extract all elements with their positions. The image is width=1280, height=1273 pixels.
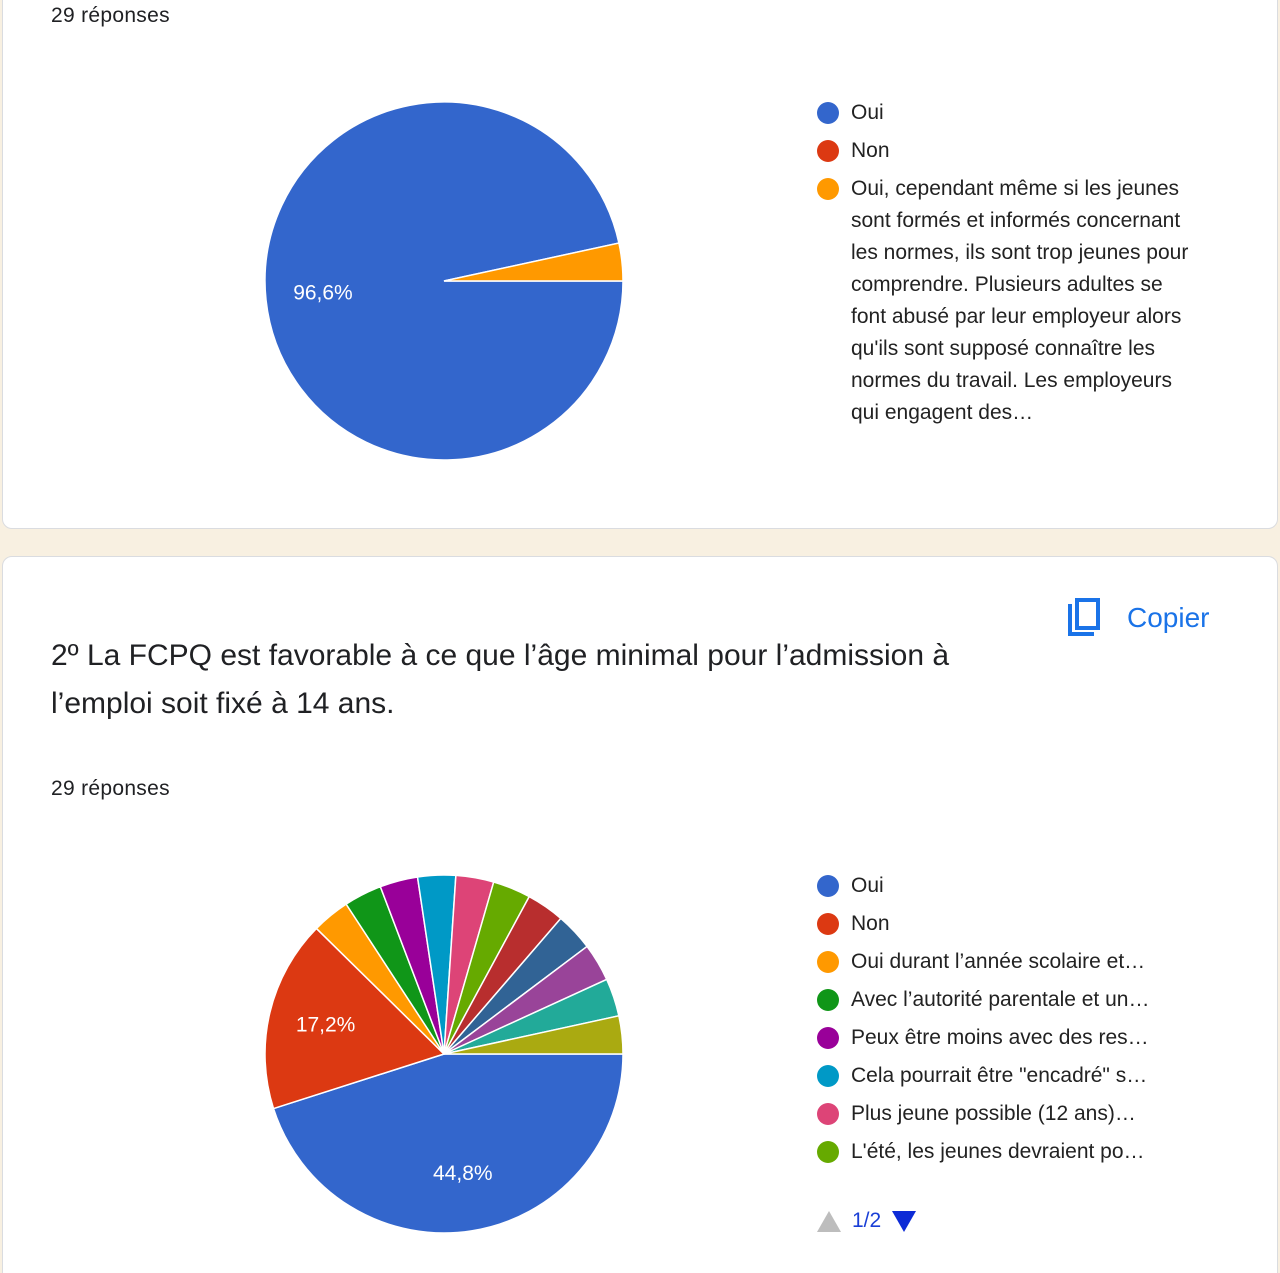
legend-dot [817, 178, 839, 200]
legend-dot [817, 913, 839, 935]
pager-label: 1/2 [852, 1209, 882, 1232]
legend-item: Oui [817, 97, 1196, 129]
legend-item: Oui [817, 870, 1196, 902]
legend-dot [817, 1065, 839, 1087]
pie-slice [264, 927, 446, 1110]
response-count: 29 réponses [51, 4, 170, 27]
legend-label: Oui durant l’année scolaire et… [851, 950, 1146, 973]
copy-button[interactable]: Copier [1066, 598, 1209, 638]
legend-item: Non [817, 908, 1196, 940]
legend-item: Non [817, 135, 1196, 167]
slice-label: 17,2% [296, 1013, 356, 1036]
legend-item: Oui durant l’année scolaire et… [817, 946, 1196, 978]
slice-label: 96,6% [293, 282, 353, 305]
pager-up[interactable] [816, 1209, 842, 1233]
legend-label: Non [851, 912, 890, 935]
legend-label: L'été, les jeunes devraient po… [851, 1140, 1145, 1163]
copy-icon [1068, 598, 1100, 636]
legend-label: Oui [851, 101, 884, 124]
legend-pager: 1/2 [816, 1209, 917, 1233]
legend-dot [817, 951, 839, 973]
pie-chart: 96,6% [264, 101, 624, 461]
legend-dot [817, 1103, 839, 1125]
question-title: 2º La FCPQ est favorable à ce que l’âge … [51, 639, 950, 720]
card [2, 556, 1278, 1273]
legend-label: Oui, cependant même si les jeunes sont f… [851, 177, 1189, 424]
pager-down[interactable] [891, 1209, 917, 1233]
legend-item: Peux être moins avec des res… [817, 1022, 1196, 1054]
legend-item: Avec l’autorité parentale et un… [817, 984, 1196, 1016]
legend-dot [817, 1027, 839, 1049]
legend-label: Non [851, 139, 890, 162]
legend-label: Cela pourrait être "encadré" s… [851, 1064, 1148, 1087]
pie-slice [443, 242, 624, 282]
card [2, 0, 1278, 529]
legend-dot [817, 1141, 839, 1163]
legend-item: L'été, les jeunes devraient po… [817, 1136, 1196, 1168]
legend-item: Cela pourrait être "encadré" s… [817, 1060, 1196, 1092]
copy-label[interactable]: Copier [1127, 602, 1210, 633]
response-count: 29 réponses [51, 777, 170, 800]
legend-label: Oui [851, 874, 884, 897]
legend-dot [817, 989, 839, 1011]
slice-label: 44,8% [433, 1162, 493, 1185]
legend-dot [817, 875, 839, 897]
pie-slice [443, 1014, 624, 1055]
legend-label: Avec l’autorité parentale et un… [851, 988, 1150, 1011]
legend-dot [817, 102, 839, 124]
legend-item: Oui, cependant même si les jeunes sont f… [817, 173, 1196, 429]
pie-slice [272, 1053, 624, 1234]
legend-item: Plus jeune possible (12 ans)… [817, 1098, 1196, 1130]
legend-label: Peux être moins avec des res… [851, 1026, 1149, 1049]
pie-chart: 44,8% 17,2% [264, 874, 624, 1234]
legend-label: Plus jeune possible (12 ans)… [851, 1102, 1136, 1125]
legend-dot [817, 140, 839, 162]
